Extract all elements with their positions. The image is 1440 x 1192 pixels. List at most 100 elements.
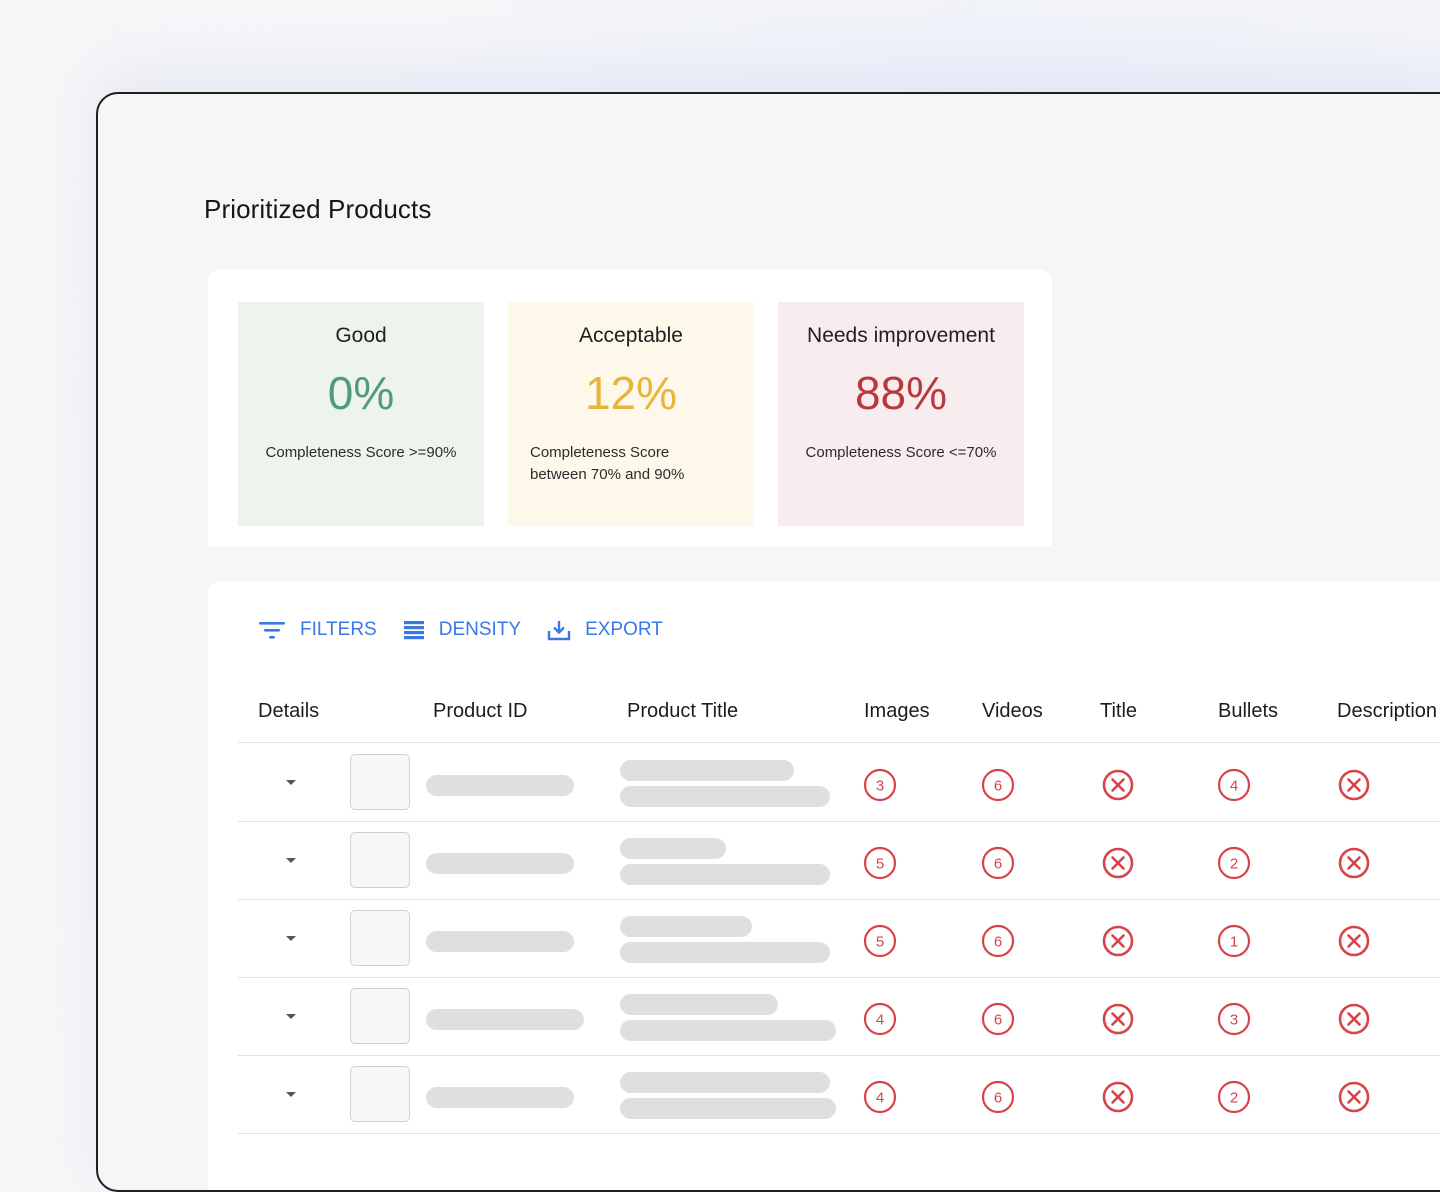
description-score-missing-icon — [1337, 924, 1371, 963]
expand-caret-icon[interactable] — [286, 858, 296, 863]
table-body: 3 6 4 5 6 2 5 6 1 4 6 3 4 6 2 — [238, 744, 1440, 1134]
score-number: 3 — [876, 778, 884, 795]
card-description: Completeness Score <=70% — [805, 444, 997, 461]
card-label: Good — [335, 324, 387, 347]
score-number: 4 — [876, 1012, 884, 1029]
score-number: 6 — [994, 778, 1002, 795]
description-score-missing-icon — [1337, 768, 1371, 807]
filter-icon — [259, 622, 285, 639]
score-number: 4 — [876, 1090, 884, 1107]
product-id-placeholder — [426, 1009, 584, 1030]
column-header-bullets[interactable]: Bullets — [1218, 700, 1279, 722]
videos-score-count-icon: 6 — [981, 768, 1015, 807]
product-title-placeholder — [620, 864, 830, 885]
product-thumbnail — [350, 910, 410, 966]
summary-card-needs-improvement: Needs improvement 88% Completeness Score… — [778, 302, 1024, 526]
product-id-placeholder — [426, 931, 574, 952]
card-label: Needs improvement — [807, 324, 995, 347]
products-table-panel: FILTERS DENSITY EXPORT — [208, 582, 1440, 1190]
column-header-description[interactable]: Description — [1337, 700, 1438, 722]
product-id-placeholder — [426, 775, 574, 796]
product-title-placeholder — [620, 942, 830, 963]
score-number: 4 — [1230, 778, 1238, 795]
product-title-placeholder — [620, 916, 752, 937]
title-score-missing-icon — [1101, 1002, 1135, 1041]
title-score-missing-icon — [1101, 768, 1135, 807]
density-button[interactable]: DENSITY — [403, 619, 521, 641]
score-number: 6 — [994, 856, 1002, 873]
table-toolbar: FILTERS DENSITY EXPORT — [258, 612, 689, 648]
expand-caret-icon[interactable] — [286, 936, 296, 941]
product-title-placeholder — [620, 838, 726, 859]
card-description-line: between 70% and 90% — [530, 466, 685, 483]
column-header-images[interactable]: Images — [864, 700, 930, 722]
page-title: Prioritized Products — [204, 194, 432, 224]
product-title-placeholder — [620, 1098, 836, 1119]
score-number: 6 — [994, 1012, 1002, 1029]
images-score-count-icon: 3 — [863, 768, 897, 807]
videos-score-count-icon: 6 — [981, 1002, 1015, 1041]
product-title-placeholder — [620, 786, 830, 807]
filters-button[interactable]: FILTERS — [258, 619, 377, 641]
product-title-placeholder — [620, 1020, 836, 1041]
score-number: 5 — [876, 934, 884, 951]
score-number: 3 — [1230, 1012, 1238, 1029]
column-header-product-title[interactable]: Product Title — [627, 700, 739, 722]
title-score-missing-icon — [1101, 846, 1135, 885]
table-row: 4 6 3 — [238, 978, 1440, 1056]
description-score-missing-icon — [1337, 1002, 1371, 1041]
table-row: 5 6 1 — [238, 900, 1440, 978]
column-header-product-id[interactable]: Product ID — [433, 700, 528, 722]
bullets-score-count-icon: 2 — [1217, 1080, 1251, 1119]
bullets-score-count-icon: 1 — [1217, 924, 1251, 963]
card-value: 88% — [854, 367, 948, 419]
product-thumbnail — [350, 832, 410, 888]
table-row: 3 6 4 — [238, 744, 1440, 822]
summary-card-good: Good 0% Completeness Score >=90% — [238, 302, 484, 526]
videos-score-count-icon: 6 — [981, 846, 1015, 885]
expand-caret-icon[interactable] — [286, 780, 296, 785]
images-score-count-icon: 4 — [863, 1080, 897, 1119]
images-score-count-icon: 5 — [863, 846, 897, 885]
column-header-details[interactable]: Details — [258, 700, 320, 722]
product-thumbnail — [350, 988, 410, 1044]
score-number: 5 — [876, 856, 884, 873]
product-title-placeholder — [620, 760, 794, 781]
expand-caret-icon[interactable] — [286, 1014, 296, 1019]
card-description: Completeness Score between 70% and 90% — [508, 442, 754, 486]
column-header-title[interactable]: Title — [1100, 700, 1138, 722]
filters-label: FILTERS — [300, 619, 377, 640]
bullets-score-count-icon: 2 — [1217, 846, 1251, 885]
score-number: 2 — [1230, 856, 1238, 873]
export-button[interactable]: EXPORT — [547, 619, 663, 641]
column-header-videos[interactable]: Videos — [982, 700, 1043, 722]
table-header-row: Details Product ID Product Title Images … — [238, 686, 1440, 743]
table-row: 5 6 2 — [238, 822, 1440, 900]
description-score-missing-icon — [1337, 846, 1371, 885]
density-label: DENSITY — [438, 619, 522, 640]
score-number: 1 — [1230, 934, 1238, 951]
summary-card-acceptable: Acceptable 12% Completeness Score betwee… — [508, 302, 754, 526]
score-number: 6 — [994, 1090, 1002, 1107]
title-score-missing-icon — [1101, 1080, 1135, 1119]
bullets-score-count-icon: 3 — [1217, 1002, 1251, 1041]
card-description-line: Completeness Score — [530, 444, 670, 461]
export-icon — [547, 621, 571, 641]
expand-caret-icon[interactable] — [286, 1092, 296, 1097]
summary-panel: Good 0% Completeness Score >=90% Accepta… — [208, 270, 1052, 546]
product-thumbnail — [350, 1066, 410, 1122]
bullets-score-count-icon: 4 — [1217, 768, 1251, 807]
score-number: 2 — [1230, 1090, 1238, 1107]
table-row: 4 6 2 — [238, 1056, 1440, 1134]
card-label: Acceptable — [579, 324, 683, 347]
images-score-count-icon: 4 — [863, 1002, 897, 1041]
card-value: 12% — [584, 367, 678, 419]
videos-score-count-icon: 6 — [981, 1080, 1015, 1119]
description-score-missing-icon — [1337, 1080, 1371, 1119]
title-score-missing-icon — [1101, 924, 1135, 963]
videos-score-count-icon: 6 — [981, 924, 1015, 963]
app-window: Prioritized Products Good 0% Completenes… — [96, 92, 1440, 1192]
card-description: Completeness Score >=90% — [265, 444, 457, 461]
images-score-count-icon: 5 — [863, 924, 897, 963]
score-number: 6 — [994, 934, 1002, 951]
